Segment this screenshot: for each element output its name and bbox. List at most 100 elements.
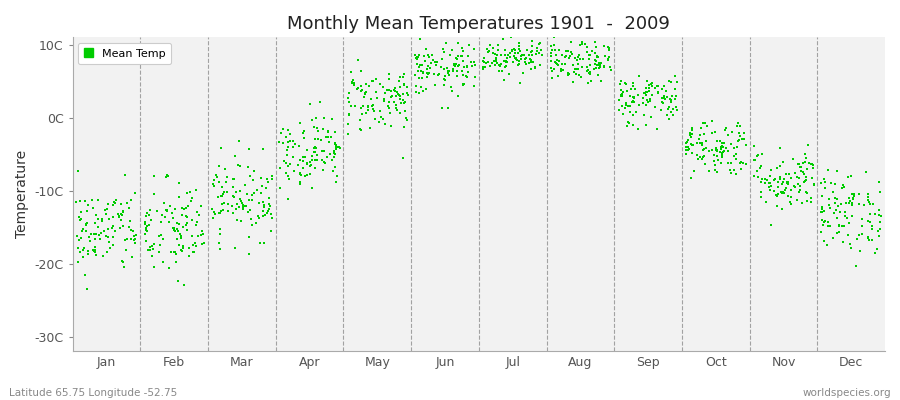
Point	[140, 223, 154, 229]
Point	[614, 92, 628, 99]
Point	[695, 155, 709, 162]
Point	[255, 183, 269, 189]
Point	[784, 186, 798, 193]
Point	[587, 65, 601, 72]
Point	[683, 130, 698, 136]
Point	[680, 138, 695, 145]
Point	[601, 56, 616, 63]
Point	[735, 136, 750, 142]
Point	[279, 170, 293, 176]
Point	[482, 48, 496, 54]
Point	[216, 207, 230, 213]
Point	[328, 143, 343, 150]
Point	[413, 62, 428, 68]
Point	[300, 172, 314, 178]
Point	[658, 88, 672, 94]
Point	[212, 179, 227, 185]
Point	[612, 96, 626, 103]
Point	[157, 236, 171, 242]
Point	[122, 224, 136, 230]
Point	[694, 124, 708, 131]
Point	[687, 168, 701, 174]
Point	[626, 94, 640, 100]
Point	[502, 54, 517, 61]
Point	[693, 132, 707, 138]
Point	[557, 54, 572, 60]
Point	[486, 44, 500, 51]
Point	[462, 42, 476, 48]
Point	[627, 94, 642, 100]
Point	[648, 85, 662, 92]
Point	[456, 72, 471, 78]
Point	[790, 174, 805, 180]
Point	[549, 57, 563, 64]
Point	[685, 142, 699, 149]
Point	[257, 240, 272, 246]
Point	[764, 167, 778, 173]
Point	[370, 94, 384, 101]
Point	[804, 161, 818, 168]
Point	[574, 74, 589, 80]
Point	[590, 62, 604, 69]
Point	[582, 70, 597, 76]
Point	[189, 208, 203, 215]
Point	[591, 60, 606, 66]
Point	[842, 241, 857, 248]
Point	[468, 62, 482, 68]
Point	[614, 92, 628, 99]
Point	[256, 198, 270, 205]
Point	[80, 286, 94, 292]
Point	[365, 102, 380, 109]
Point	[112, 214, 126, 220]
Point	[873, 189, 887, 195]
Point	[95, 253, 110, 259]
Point	[847, 193, 861, 200]
Point	[447, 61, 462, 68]
Point	[444, 84, 458, 90]
Point	[716, 140, 731, 146]
Point	[363, 125, 377, 131]
Point	[400, 117, 414, 124]
Legend: Mean Temp: Mean Temp	[78, 43, 171, 64]
Point	[302, 171, 317, 177]
Point	[138, 221, 152, 228]
Point	[718, 127, 733, 134]
Point	[552, 57, 566, 64]
Point	[685, 126, 699, 133]
Point	[581, 52, 596, 59]
Point	[779, 180, 794, 186]
Point	[505, 48, 519, 54]
Point	[852, 232, 867, 238]
Point	[571, 66, 585, 72]
Point	[328, 129, 342, 135]
Point	[565, 51, 580, 57]
Point	[139, 212, 153, 219]
Point	[623, 103, 637, 109]
Point	[798, 177, 813, 183]
Point	[283, 161, 297, 168]
Point	[764, 182, 778, 189]
Point	[179, 214, 194, 220]
Point	[254, 175, 268, 181]
Point	[685, 150, 699, 156]
Point	[422, 64, 436, 71]
Point	[849, 262, 863, 269]
Point	[220, 208, 235, 214]
Point	[636, 90, 651, 96]
Point	[325, 157, 339, 164]
Point	[354, 88, 368, 94]
Point	[427, 57, 441, 63]
Point	[490, 52, 504, 58]
Point	[547, 42, 562, 48]
Point	[206, 215, 220, 221]
Point	[467, 74, 482, 80]
Point	[612, 107, 626, 113]
Point	[805, 175, 819, 182]
Point	[156, 259, 170, 266]
Point	[233, 196, 248, 202]
Point	[729, 156, 743, 163]
Point	[94, 216, 109, 222]
Point	[665, 93, 680, 100]
Point	[580, 64, 595, 70]
Point	[252, 215, 266, 222]
